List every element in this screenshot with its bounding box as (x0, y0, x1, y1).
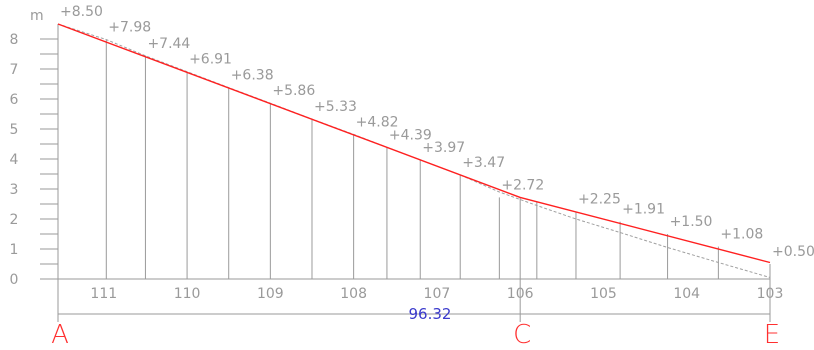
y-unit-label: m (30, 8, 44, 24)
y-tick-label: 3 (10, 182, 19, 198)
point-label-a: A (51, 320, 69, 350)
y-tick-label: 0 (10, 272, 19, 288)
station-label: 111 (90, 286, 117, 302)
elevation-label: +7.44 (147, 36, 190, 52)
elevation-label: +4.82 (356, 114, 399, 130)
elevation-label: +1.50 (670, 214, 713, 230)
elevation-label: +8.50 (60, 4, 103, 20)
design-line (57, 23, 771, 264)
point-label-e: E (764, 320, 780, 350)
elevation-label: +0.50 (772, 244, 814, 260)
y-tick-label: 2 (10, 212, 19, 228)
elevation-label: +6.91 (189, 52, 232, 68)
station-label: 110 (174, 286, 201, 302)
station-label: 109 (257, 286, 284, 302)
y-axis: 0 1 2 3 4 5 6 7 8m (10, 8, 58, 288)
elevation-labels: +8.50 +7.98+7.44+6.91+6.38+5.86+5.33+4.82… (60, 4, 814, 260)
y-tick-label: 8 (10, 32, 19, 48)
y-tick-label: 7 (10, 62, 19, 78)
y-tick-label: 4 (10, 152, 19, 168)
elevation-label: +2.25 (578, 192, 621, 208)
station-label: 107 (424, 286, 451, 302)
total-distance-label: 96.32 (409, 305, 452, 323)
elevation-label: +5.33 (314, 99, 357, 115)
elevation-label: +5.86 (272, 83, 315, 99)
elevation-label: +7.98 (108, 20, 151, 36)
station-label: 104 (673, 286, 700, 302)
ground-line (57, 23, 771, 278)
y-tick-label: 5 (10, 122, 19, 138)
profile-lines (57, 23, 771, 278)
station-label: 105 (590, 286, 617, 302)
station-label: 108 (340, 286, 367, 302)
elevation-label: +1.08 (720, 227, 763, 243)
point-label-c: C (513, 320, 531, 350)
elevation-label: +2.72 (501, 177, 544, 193)
elevation-label: +3.47 (462, 155, 505, 171)
y-tick-label: 1 (10, 242, 19, 258)
elevation-label: +3.97 (422, 140, 465, 156)
elevation-label: +6.38 (231, 68, 274, 84)
elevation-label: +4.39 (389, 127, 432, 143)
y-tick-label: 6 (10, 92, 19, 108)
station-verticals (57, 24, 771, 279)
elevation-label: +1.91 (622, 202, 665, 218)
